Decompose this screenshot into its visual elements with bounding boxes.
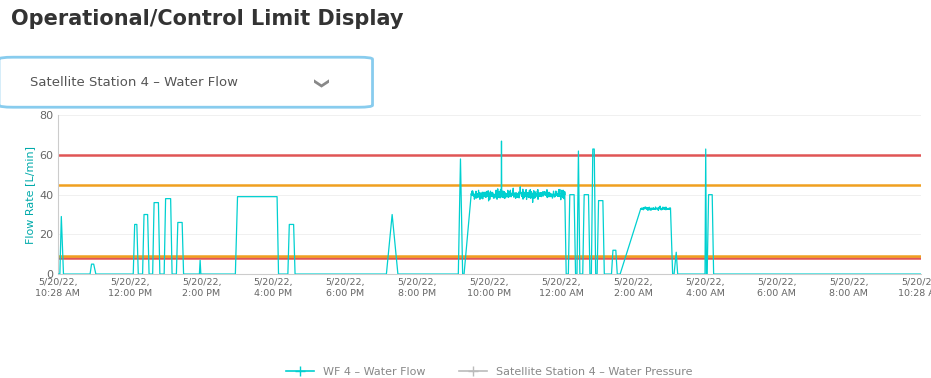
- FancyBboxPatch shape: [0, 57, 372, 107]
- Text: ❯: ❯: [311, 78, 326, 91]
- Text: Operational/Control Limit Display: Operational/Control Limit Display: [11, 9, 404, 29]
- Legend: WF 4 – Water Flow, Satellite Station 4 – Water Pressure: WF 4 – Water Flow, Satellite Station 4 –…: [282, 362, 696, 378]
- Text: Satellite Station 4 – Water Flow: Satellite Station 4 – Water Flow: [31, 76, 238, 89]
- Y-axis label: Flow Rate [L/min]: Flow Rate [L/min]: [25, 146, 35, 244]
